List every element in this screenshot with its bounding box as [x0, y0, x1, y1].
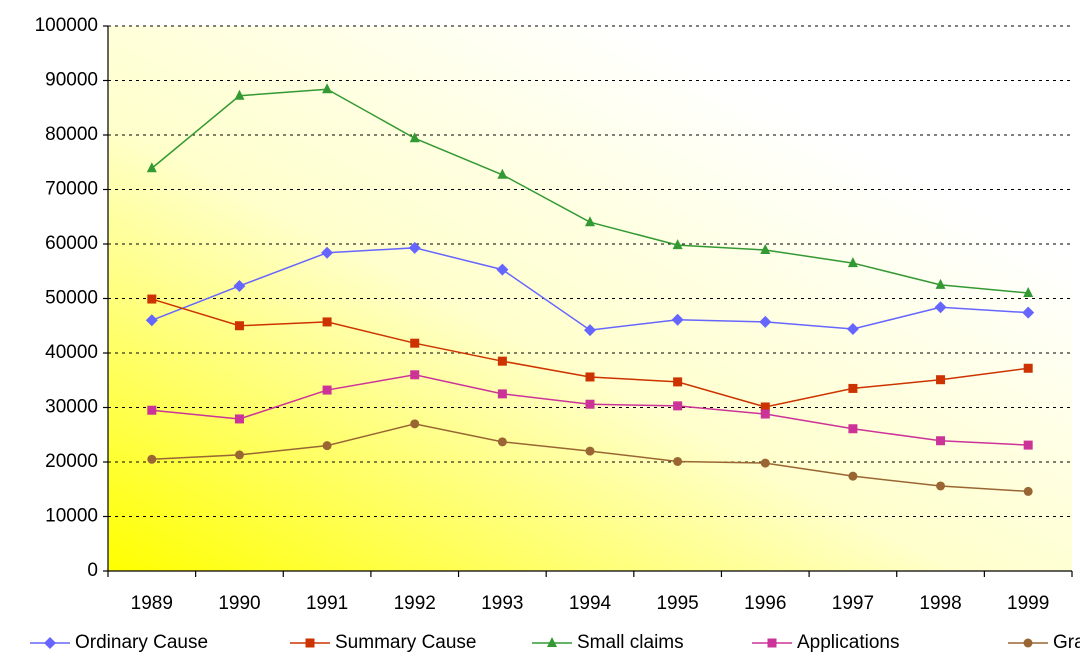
marker: [305, 638, 315, 648]
marker: [410, 419, 420, 429]
marker: [585, 372, 595, 382]
marker: [547, 637, 557, 647]
marker: [322, 441, 332, 451]
y-tick-label: 70000: [45, 179, 98, 200]
x-tick-label: 1989: [131, 593, 173, 614]
x-tick-label: 1994: [569, 593, 612, 614]
marker: [673, 377, 683, 387]
marker: [759, 315, 772, 328]
y-tick-label: 90000: [45, 70, 98, 91]
y-tick-label: 60000: [45, 233, 98, 254]
y-tick-label: 0: [87, 560, 98, 581]
marker: [585, 216, 595, 227]
marker: [585, 399, 595, 409]
y-tick-label: 100000: [35, 15, 98, 36]
marker: [497, 356, 507, 366]
marker: [410, 338, 420, 348]
legend-label: Ordinary Cause: [75, 632, 208, 653]
marker: [321, 246, 334, 259]
marker: [671, 313, 684, 326]
marker: [409, 132, 420, 143]
x-tick-label: 1997: [832, 593, 874, 614]
marker: [848, 424, 858, 434]
marker: [497, 389, 507, 399]
marker: [410, 370, 420, 380]
marker: [1023, 440, 1033, 450]
marker: [936, 481, 946, 491]
x-tick-label: 1990: [218, 593, 260, 614]
marker: [234, 89, 245, 100]
marker: [760, 458, 770, 468]
marker: [1023, 638, 1033, 648]
marker: [497, 437, 507, 447]
y-tick-label: 30000: [45, 397, 98, 418]
marker: [322, 317, 332, 327]
marker: [760, 402, 770, 412]
marker: [44, 637, 56, 649]
marker: [935, 278, 946, 289]
x-tick-label: 1996: [744, 593, 786, 614]
marker: [1023, 287, 1034, 298]
y-tick-label: 40000: [45, 342, 98, 363]
marker: [408, 241, 421, 254]
x-tick-label: 1998: [919, 593, 961, 614]
marker: [847, 257, 858, 268]
x-tick-label: 1991: [306, 593, 348, 614]
marker: [1023, 486, 1033, 496]
marker: [846, 323, 859, 336]
marker: [673, 456, 683, 466]
marker: [672, 239, 683, 250]
legend-label: Summary Cause: [335, 632, 477, 653]
marker: [848, 471, 858, 481]
marker: [584, 324, 596, 337]
marker: [147, 454, 157, 464]
marker: [497, 168, 508, 179]
marker: [585, 446, 595, 456]
marker: [234, 450, 244, 460]
y-tick-label: 20000: [45, 451, 98, 472]
x-tick-label: 1992: [394, 593, 436, 614]
marker: [934, 301, 947, 314]
y-tick-label: 80000: [45, 124, 98, 145]
y-tick-label: 50000: [45, 288, 98, 309]
marker: [1023, 363, 1033, 373]
marker: [673, 401, 683, 411]
marker: [760, 409, 770, 419]
marker: [936, 436, 946, 446]
marker: [234, 321, 244, 331]
marker: [496, 263, 509, 276]
marker: [322, 385, 332, 395]
legend-label: Small claims: [577, 632, 684, 653]
marker: [234, 414, 244, 424]
marker: [146, 162, 157, 173]
x-tick-label: 1995: [656, 593, 698, 614]
legend-label: Grants: [1053, 632, 1080, 653]
x-tick-label: 1993: [481, 593, 523, 614]
marker: [322, 83, 333, 94]
marker: [936, 375, 946, 385]
marker: [145, 314, 158, 327]
y-tick-label: 10000: [45, 506, 98, 527]
marker: [848, 383, 858, 393]
x-tick-label: 1999: [1007, 593, 1049, 614]
marker: [760, 243, 771, 254]
marker: [147, 405, 157, 415]
marker: [767, 638, 777, 648]
legend-label: Applications: [797, 632, 899, 653]
plot-area: [108, 26, 1072, 571]
marker: [1022, 306, 1035, 319]
marker: [147, 294, 157, 304]
marker: [233, 279, 246, 292]
